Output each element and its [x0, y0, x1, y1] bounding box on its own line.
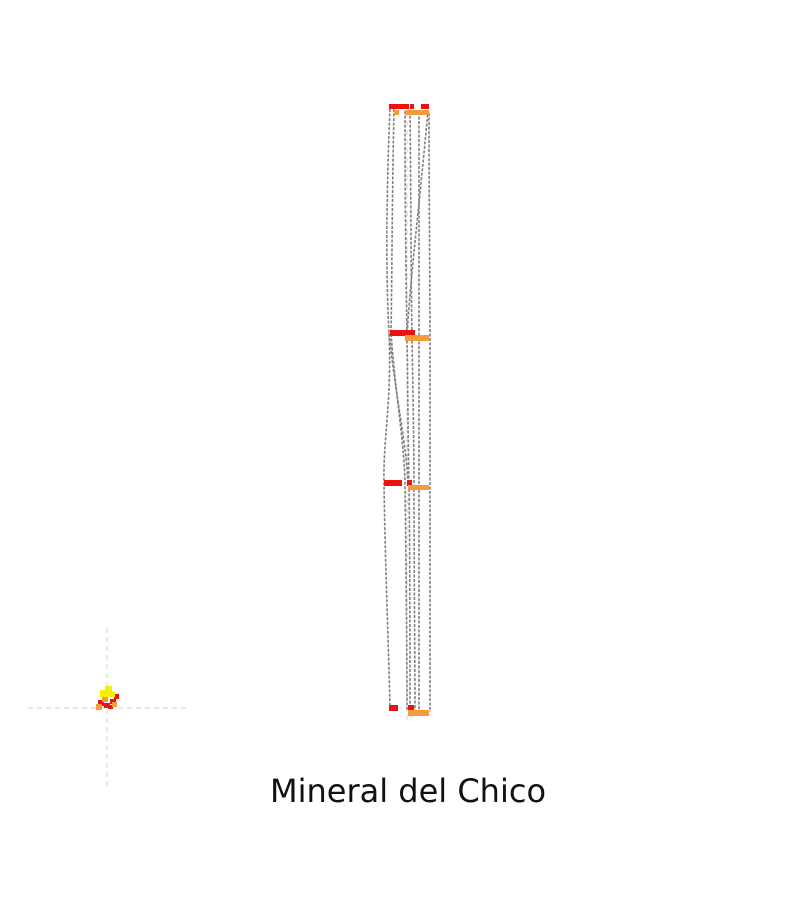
red-marker — [410, 104, 414, 109]
orange-marker — [102, 697, 108, 702]
orange-marker — [405, 335, 429, 341]
red-marker — [108, 705, 113, 709]
connector-line-cross-a — [388, 332, 409, 484]
marker-row-2 — [390, 330, 429, 341]
orange-marker — [394, 110, 399, 115]
yellow-marker — [100, 690, 108, 697]
red-marker — [421, 104, 429, 109]
orange-marker — [112, 702, 117, 707]
red-marker — [110, 699, 116, 704]
marker-row-bottom — [389, 705, 429, 716]
locator-cluster — [96, 686, 119, 710]
red-marker — [390, 330, 415, 336]
marker-row-top — [389, 104, 429, 115]
red-marker — [104, 703, 110, 708]
yellow-marker — [108, 692, 115, 697]
overview-locator — [28, 628, 188, 788]
yellow-marker — [105, 686, 112, 692]
red-marker — [114, 694, 119, 699]
red-marker — [389, 705, 398, 711]
red-marker — [98, 700, 104, 706]
connector-line-left-inner — [390, 108, 408, 711]
connector-line-cross-b — [406, 109, 429, 338]
red-marker — [389, 104, 409, 109]
connector-lines — [383, 108, 431, 713]
connector-line-right-b — [409, 110, 416, 713]
red-marker — [407, 480, 412, 486]
red-marker — [384, 480, 402, 486]
diagram-caption: Mineral del Chico — [269, 772, 547, 810]
connector-line-right-outer — [428, 112, 431, 712]
orange-marker — [405, 110, 429, 115]
connector-line-left-outer — [383, 108, 391, 709]
red-marker — [408, 705, 414, 710]
orange-marker — [408, 710, 429, 716]
connector-line-right-a — [404, 110, 411, 711]
orange-marker — [408, 485, 429, 490]
marker-row-3 — [384, 480, 429, 490]
orange-marker — [96, 704, 102, 710]
